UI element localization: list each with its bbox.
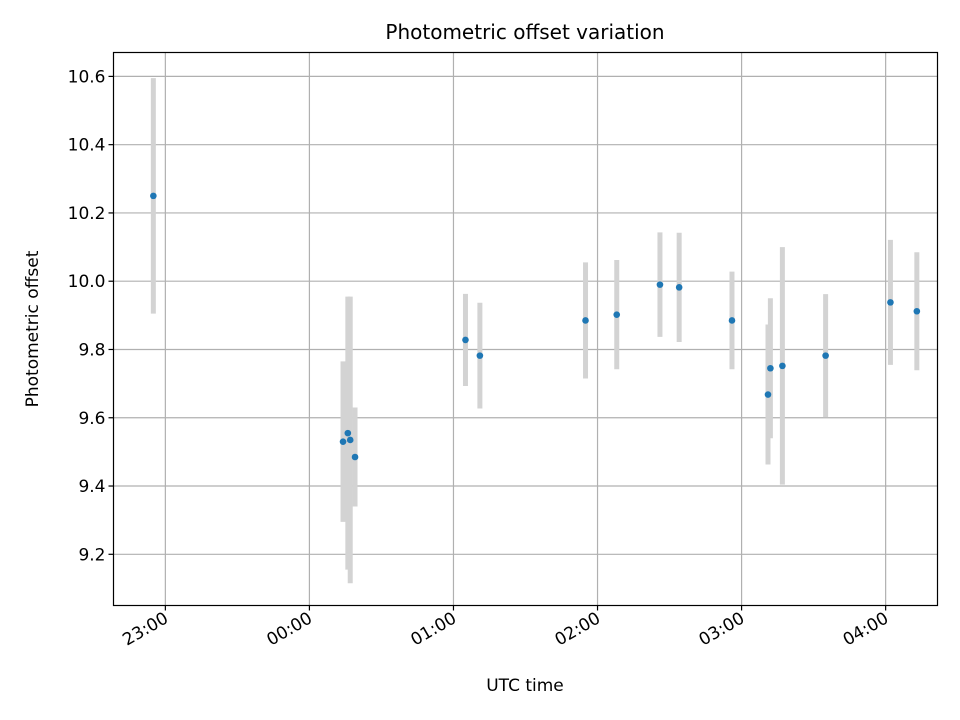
x-axis-label: UTC time	[486, 676, 564, 696]
data-point	[150, 192, 157, 200]
data-point	[822, 352, 829, 359]
y-tick-label: 10.0	[68, 272, 106, 292]
data-point	[728, 317, 736, 324]
y-tick-label: 9.4	[78, 477, 105, 497]
y-axis-label: Photometric offset	[23, 250, 43, 407]
y-axis-ticks: 9.2 9.4 9.6 9.8 10.0 10.2 10.4 10.6	[68, 67, 114, 565]
data-point	[351, 453, 359, 461]
data-point	[582, 317, 589, 324]
y-tick-label: 9.2	[78, 545, 105, 565]
data-point	[344, 429, 352, 437]
data-point	[779, 362, 786, 370]
grid-layer	[113, 52, 938, 606]
chart-title: Photometric offset variation	[385, 20, 664, 44]
data-point	[887, 299, 894, 306]
y-tick-label: 9.8	[78, 340, 105, 360]
data-point	[462, 336, 469, 344]
point-layer	[150, 192, 921, 461]
data-point	[767, 364, 774, 372]
data-point	[476, 352, 484, 359]
y-tick-label: 10.4	[68, 136, 106, 156]
y-tick-label: 10.2	[68, 204, 106, 224]
data-point	[764, 391, 772, 398]
y-tick-label: 9.6	[78, 409, 105, 429]
data-point	[913, 307, 921, 315]
data-point	[346, 436, 354, 444]
data-point	[339, 438, 347, 445]
data-point	[675, 284, 683, 291]
plot-frame	[112, 51, 939, 607]
y-tick-label: 10.6	[68, 67, 106, 87]
data-point	[656, 281, 664, 288]
data-point	[613, 311, 621, 318]
